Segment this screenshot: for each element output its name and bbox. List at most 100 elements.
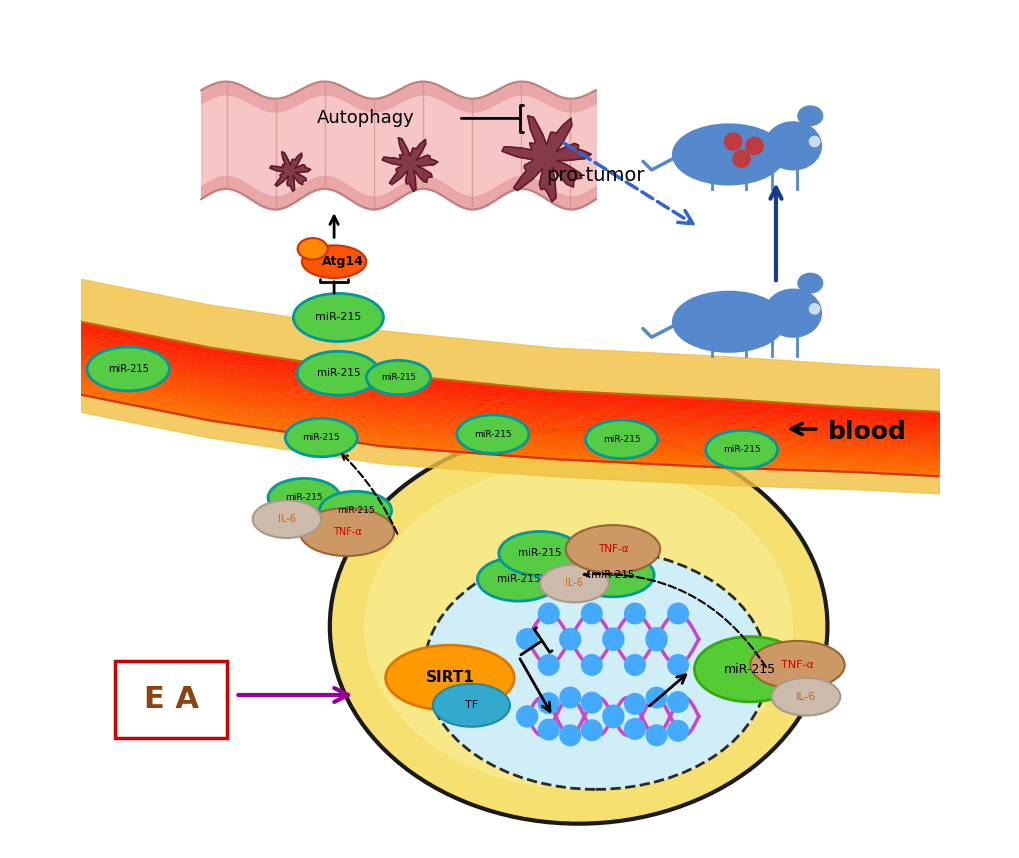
Ellipse shape: [705, 431, 776, 468]
Text: miR-215: miR-215: [602, 435, 640, 444]
Circle shape: [581, 720, 601, 740]
Text: miR-215: miR-215: [518, 548, 561, 559]
Circle shape: [538, 693, 558, 714]
Text: E A: E A: [144, 685, 199, 714]
Text: Autophagy: Autophagy: [317, 110, 415, 127]
Ellipse shape: [424, 549, 766, 789]
Text: IL-6: IL-6: [795, 692, 815, 702]
Text: miR-215: miR-215: [336, 506, 374, 515]
Polygon shape: [501, 116, 591, 202]
Circle shape: [559, 629, 580, 650]
Text: miR-215: miR-215: [474, 430, 512, 438]
Circle shape: [517, 706, 537, 727]
Text: Atg14: Atg14: [321, 255, 363, 269]
Circle shape: [581, 692, 601, 713]
Ellipse shape: [457, 415, 529, 453]
Circle shape: [559, 725, 580, 746]
Circle shape: [538, 719, 558, 740]
Ellipse shape: [432, 684, 510, 727]
Ellipse shape: [329, 429, 826, 824]
Text: IL-6: IL-6: [565, 578, 583, 589]
Text: miR-215: miR-215: [591, 570, 634, 580]
Ellipse shape: [673, 124, 784, 184]
Circle shape: [602, 628, 623, 649]
Ellipse shape: [293, 293, 383, 341]
Ellipse shape: [366, 360, 430, 395]
Circle shape: [809, 304, 819, 314]
Circle shape: [538, 603, 558, 624]
Circle shape: [602, 705, 623, 726]
Circle shape: [559, 687, 580, 708]
Circle shape: [581, 655, 601, 675]
Ellipse shape: [572, 553, 653, 597]
Ellipse shape: [764, 289, 820, 336]
Text: TNF-α: TNF-α: [597, 544, 628, 554]
Text: miR-215: miR-215: [723, 662, 775, 676]
Ellipse shape: [539, 565, 608, 602]
Ellipse shape: [364, 463, 793, 789]
Ellipse shape: [319, 492, 391, 529]
Circle shape: [581, 603, 601, 624]
Polygon shape: [382, 138, 437, 191]
Circle shape: [517, 629, 537, 650]
Circle shape: [646, 630, 666, 650]
Text: miR-215: miR-215: [315, 312, 361, 323]
Ellipse shape: [298, 239, 327, 260]
Circle shape: [517, 706, 537, 727]
Circle shape: [667, 721, 688, 741]
Text: miR-215: miR-215: [302, 433, 339, 442]
Circle shape: [559, 629, 580, 650]
Circle shape: [667, 692, 688, 712]
Ellipse shape: [253, 500, 321, 538]
Text: miR-215: miR-215: [722, 445, 760, 454]
Circle shape: [602, 630, 623, 650]
Circle shape: [646, 725, 666, 746]
Circle shape: [538, 655, 558, 675]
Ellipse shape: [268, 479, 339, 517]
Ellipse shape: [302, 245, 366, 278]
Ellipse shape: [764, 122, 820, 170]
Circle shape: [624, 719, 645, 740]
Text: TF: TF: [465, 700, 478, 710]
Text: miR-215: miR-215: [381, 373, 416, 382]
Text: miR-215: miR-215: [285, 493, 323, 502]
Circle shape: [624, 655, 645, 675]
Ellipse shape: [498, 531, 581, 576]
Circle shape: [723, 133, 741, 150]
Circle shape: [602, 707, 623, 728]
Text: TNF-α: TNF-α: [332, 527, 361, 537]
Ellipse shape: [87, 347, 169, 391]
Ellipse shape: [566, 525, 659, 573]
Ellipse shape: [285, 419, 357, 456]
Text: SIRT1: SIRT1: [425, 670, 474, 686]
Ellipse shape: [585, 420, 657, 458]
Ellipse shape: [477, 557, 559, 601]
Circle shape: [646, 628, 666, 649]
Circle shape: [624, 693, 645, 714]
Text: pro-tumor: pro-tumor: [546, 166, 644, 185]
Ellipse shape: [297, 351, 379, 396]
Ellipse shape: [771, 678, 840, 716]
Ellipse shape: [798, 106, 821, 125]
FancyBboxPatch shape: [115, 661, 226, 738]
Text: TNF-α: TNF-α: [781, 660, 813, 670]
Ellipse shape: [300, 508, 393, 556]
Circle shape: [733, 150, 750, 167]
Text: IL-6: IL-6: [278, 514, 296, 524]
Circle shape: [745, 137, 762, 154]
Ellipse shape: [385, 645, 514, 710]
Circle shape: [646, 687, 666, 708]
Text: blood: blood: [826, 420, 906, 444]
Text: miR-215: miR-215: [108, 364, 149, 374]
Text: miR-215: miR-215: [496, 574, 540, 584]
Circle shape: [809, 136, 819, 147]
Ellipse shape: [750, 641, 844, 689]
Text: miR-215: miR-215: [316, 368, 360, 378]
Ellipse shape: [694, 637, 805, 702]
Polygon shape: [270, 152, 311, 191]
Ellipse shape: [673, 292, 784, 352]
Circle shape: [624, 603, 645, 624]
Circle shape: [667, 655, 688, 675]
Ellipse shape: [798, 274, 821, 293]
Circle shape: [667, 603, 688, 624]
